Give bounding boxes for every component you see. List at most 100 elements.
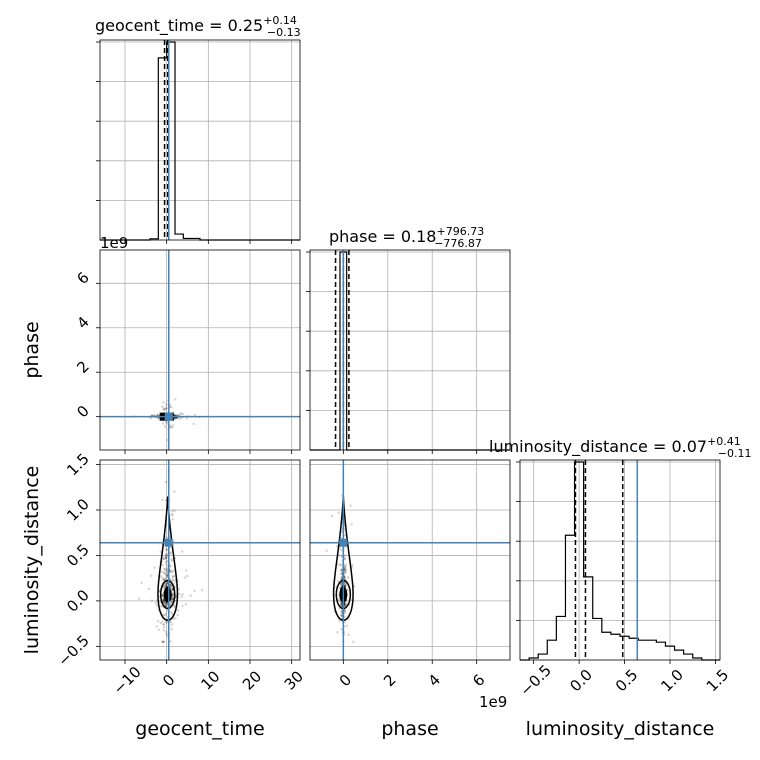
sample-point (169, 551, 173, 554)
sample-point (164, 560, 168, 564)
sample-point (163, 601, 166, 604)
xtick-label-phase-3: 6 (469, 671, 488, 690)
sample-point (150, 413, 154, 417)
sample-point (340, 576, 343, 579)
sample-point (344, 571, 347, 574)
sample-point (344, 568, 348, 572)
sample-point (169, 405, 173, 409)
title-luminosity-distance: luminosity_distance = 0.07+0.41 −0.11 (489, 435, 752, 460)
sample-point (174, 617, 177, 620)
truth-marker (164, 538, 173, 547)
sample-point (340, 554, 344, 558)
sample-point (162, 587, 166, 590)
histogram-luminosity-distance (520, 461, 720, 661)
sample-point (169, 620, 173, 624)
sample-point (163, 572, 166, 575)
sample-point (339, 563, 342, 566)
sample-point (176, 613, 179, 617)
sample-point (170, 571, 174, 574)
sample-point (161, 598, 165, 601)
sample-point (163, 613, 167, 617)
sample-point (162, 613, 165, 617)
sample-point (170, 570, 173, 573)
sample-point (171, 597, 174, 601)
sample-point (343, 565, 347, 568)
sample-point (163, 408, 166, 411)
sample-point (165, 630, 168, 634)
grid (310, 460, 510, 660)
ytick-label-luminosity-distance-3: 1.0 (63, 495, 93, 525)
sample-point (340, 583, 343, 586)
sample-point (169, 426, 172, 429)
contour-outer (157, 496, 179, 621)
panel-frame (99, 249, 301, 451)
sample-point (345, 624, 348, 628)
sample-point (193, 589, 196, 593)
panel-geocent-time-vs-phase: 0 2 4 6 (73, 249, 301, 454)
sample-point (162, 599, 165, 602)
xtick-label-luminosity-distance-2: 0.5 (612, 666, 642, 696)
sample-point (343, 575, 346, 579)
sample-point (163, 583, 167, 586)
sample-point (165, 403, 168, 406)
sample-point (156, 413, 159, 417)
sample-point (165, 407, 168, 410)
sample-point (163, 407, 166, 410)
sample-point (181, 550, 184, 553)
sample-point (180, 595, 184, 598)
sample-point (165, 582, 168, 586)
sample-point (165, 581, 168, 584)
sample-point (343, 615, 346, 619)
sample-point (165, 575, 168, 578)
sample-point (343, 534, 347, 537)
sample-point (339, 614, 343, 617)
sample-point (343, 620, 347, 624)
sample-point (162, 622, 166, 626)
sample-point (164, 420, 168, 423)
sample-point (159, 575, 163, 578)
grid (520, 460, 720, 660)
sample-point (343, 557, 346, 560)
sample-point (165, 602, 169, 605)
sample-point (340, 569, 344, 572)
sample-point (169, 601, 173, 604)
sample-point (162, 623, 165, 626)
sample-point (173, 574, 176, 578)
sample-point (171, 578, 175, 581)
sample-point (165, 568, 168, 571)
sample-point (343, 571, 347, 575)
sample-point (339, 573, 343, 576)
sample-point (165, 536, 169, 539)
grid (100, 460, 300, 660)
sample-point (343, 581, 346, 584)
sample-point (337, 554, 341, 557)
sample-point (166, 422, 169, 425)
sample-point (147, 587, 150, 591)
sample-point (343, 609, 346, 613)
sample-point (343, 557, 346, 561)
sample-point (340, 604, 343, 608)
sample-point (343, 569, 347, 573)
sample-point (340, 568, 343, 571)
sample-point (163, 602, 167, 605)
sample-point (159, 621, 162, 625)
sample-point (169, 583, 172, 587)
sample-point (343, 602, 347, 605)
sample-point (189, 594, 192, 597)
sample-point (164, 620, 167, 624)
sample-point (340, 614, 344, 617)
xlabel-luminosity-distance: luminosity_distance (526, 718, 715, 740)
sample-point (163, 577, 167, 580)
sample-point (161, 422, 165, 425)
contour-inner (159, 579, 176, 610)
sample-point (164, 556, 167, 559)
truth-marker (339, 538, 348, 547)
xtick-label-geocent-time-3: 20 (239, 667, 265, 693)
sample-point (184, 603, 188, 606)
sample-point (162, 640, 165, 644)
sample-point (181, 592, 184, 596)
sample-point (173, 417, 177, 420)
sample-point (178, 413, 182, 416)
ytick-label-luminosity-distance-4: 1.5 (63, 450, 93, 480)
